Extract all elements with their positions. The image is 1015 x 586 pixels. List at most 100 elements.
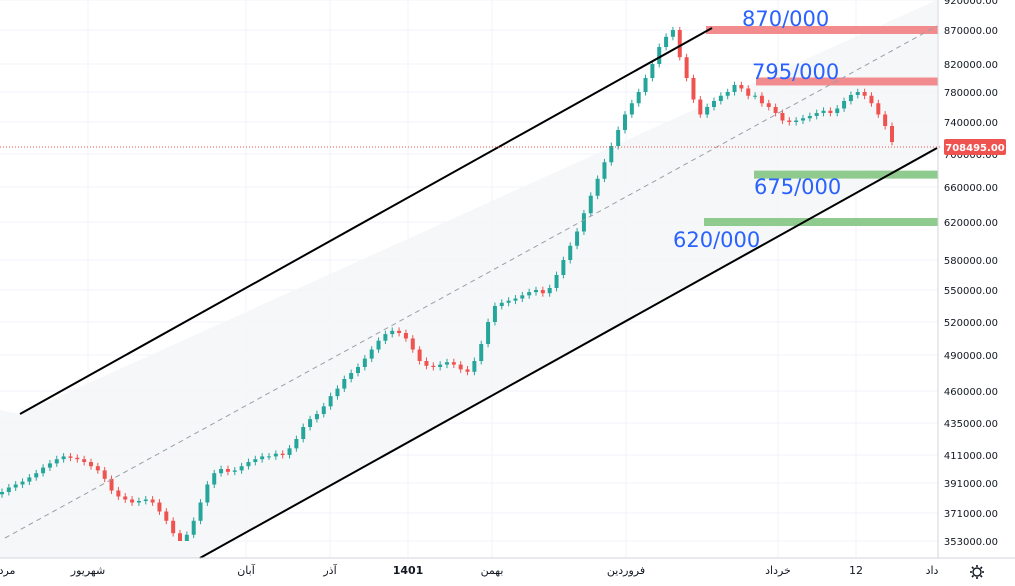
candle-body: [677, 30, 682, 58]
price-axis[interactable]: 920000.00 870000.00 820000.00 780000.00 7400…: [944, 0, 998, 548]
candle-body: [814, 113, 819, 116]
x-tick-label: خرداد: [765, 564, 791, 577]
candle-body: [219, 469, 224, 474]
candle-body: [178, 533, 182, 541]
candle-body: [575, 231, 580, 246]
candle-body: [6, 487, 11, 492]
candle-body: [95, 466, 100, 471]
candle-body: [547, 288, 552, 294]
candle-body: [225, 469, 230, 472]
candle-body: [540, 290, 545, 294]
candle-body: [356, 367, 360, 373]
candle-body: [75, 457, 80, 460]
candle-body: [198, 502, 203, 521]
candle-body: [68, 456, 73, 458]
candle-body: [424, 361, 429, 366]
x-tick-label: فروردین: [607, 564, 645, 577]
candle-body: [506, 300, 511, 303]
candle-body: [766, 103, 771, 107]
candle-body: [684, 57, 689, 78]
y-tick-label: 620000.00: [944, 218, 998, 229]
candle-body: [588, 195, 593, 214]
candle-body: [739, 85, 744, 89]
candle-body: [308, 419, 313, 427]
candle-body: [82, 459, 87, 462]
candle-body: [561, 260, 566, 275]
candle-body: [855, 92, 860, 95]
y-tick-label: 353000.00: [944, 537, 998, 548]
candle-body: [212, 473, 217, 485]
candle-body: [623, 114, 627, 130]
candle-body: [780, 113, 785, 121]
candle-body: [842, 101, 847, 109]
candle-body: [712, 101, 716, 107]
candle-body: [718, 95, 723, 101]
x-tick-label: شهریور: [70, 564, 105, 577]
level-zone-resistance: [756, 77, 938, 86]
candle-body: [34, 473, 39, 478]
candle-body: [150, 499, 155, 503]
candle-body: [267, 456, 271, 458]
candle-body: [657, 47, 662, 64]
time-axis[interactable]: مرد شهریور آبان آذر 1401 بهمن فروردین خرداد 12 دا…: [0, 563, 939, 577]
candle-body: [369, 349, 374, 359]
candle-body: [417, 349, 422, 361]
candle-body: [828, 110, 833, 113]
candle-body: [246, 462, 251, 467]
level-zone-resistance: [706, 26, 938, 34]
current-price-tag: 708495.00: [944, 139, 1006, 155]
candle-body: [458, 364, 463, 370]
candle-body: [746, 88, 751, 96]
candle-body: [335, 388, 340, 397]
channel-upper-line: [19, 27, 713, 415]
level-zone-support: [704, 218, 938, 226]
candle-body: [61, 456, 66, 460]
candle-body: [164, 511, 169, 521]
y-tick-label: 460000.00: [944, 387, 998, 398]
candle-body: [445, 362, 449, 365]
y-tick-label: 700000.00: [944, 150, 998, 161]
candle-body: [835, 108, 840, 113]
candle-body: [27, 477, 32, 482]
candle-body: [794, 120, 799, 122]
current-price-label: 708495.00: [945, 143, 1005, 154]
candle-body: [602, 162, 607, 179]
candle-body: [260, 456, 265, 460]
candle-body: [616, 130, 621, 146]
x-tick-label: آذر: [322, 563, 337, 577]
level-zone-support: [754, 170, 938, 179]
candle-body: [171, 520, 176, 534]
settings-gear-icon[interactable]: [970, 565, 984, 579]
candle-body: [273, 453, 278, 457]
x-tick-label: بهمن: [481, 564, 504, 577]
y-tick-label: 820000.00: [944, 60, 998, 71]
candle-body: [184, 534, 189, 541]
x-tick-label: آبان: [237, 563, 255, 577]
candle-body: [41, 467, 46, 474]
candle-body: [890, 126, 894, 142]
level-labels: 870/000 795/000 675/000 620/000: [673, 7, 841, 252]
candle-body: [280, 453, 285, 455]
candle-body: [390, 330, 395, 335]
y-tick-label: 580000.00: [944, 256, 998, 267]
candle-body: [157, 502, 162, 512]
candle-body: [47, 463, 52, 468]
candle-body: [554, 275, 559, 288]
x-tick-label: 12: [849, 564, 863, 577]
y-tick-label: 550000.00: [944, 286, 998, 297]
candle-body: [321, 406, 326, 415]
candle-body: [123, 496, 128, 500]
candle-body: [869, 95, 874, 104]
y-tick-label: 660000.00: [944, 183, 998, 194]
candle-body: [472, 361, 477, 372]
candle-body: [20, 481, 25, 485]
channel-lower-line: [199, 147, 938, 559]
candle-body: [397, 330, 402, 333]
candle-body: [848, 95, 853, 101]
candle-body: [116, 490, 121, 497]
candle-body: [759, 95, 764, 104]
candle-body: [650, 64, 655, 78]
candle-body: [410, 338, 415, 350]
x-tick-label: 1401: [393, 564, 424, 577]
